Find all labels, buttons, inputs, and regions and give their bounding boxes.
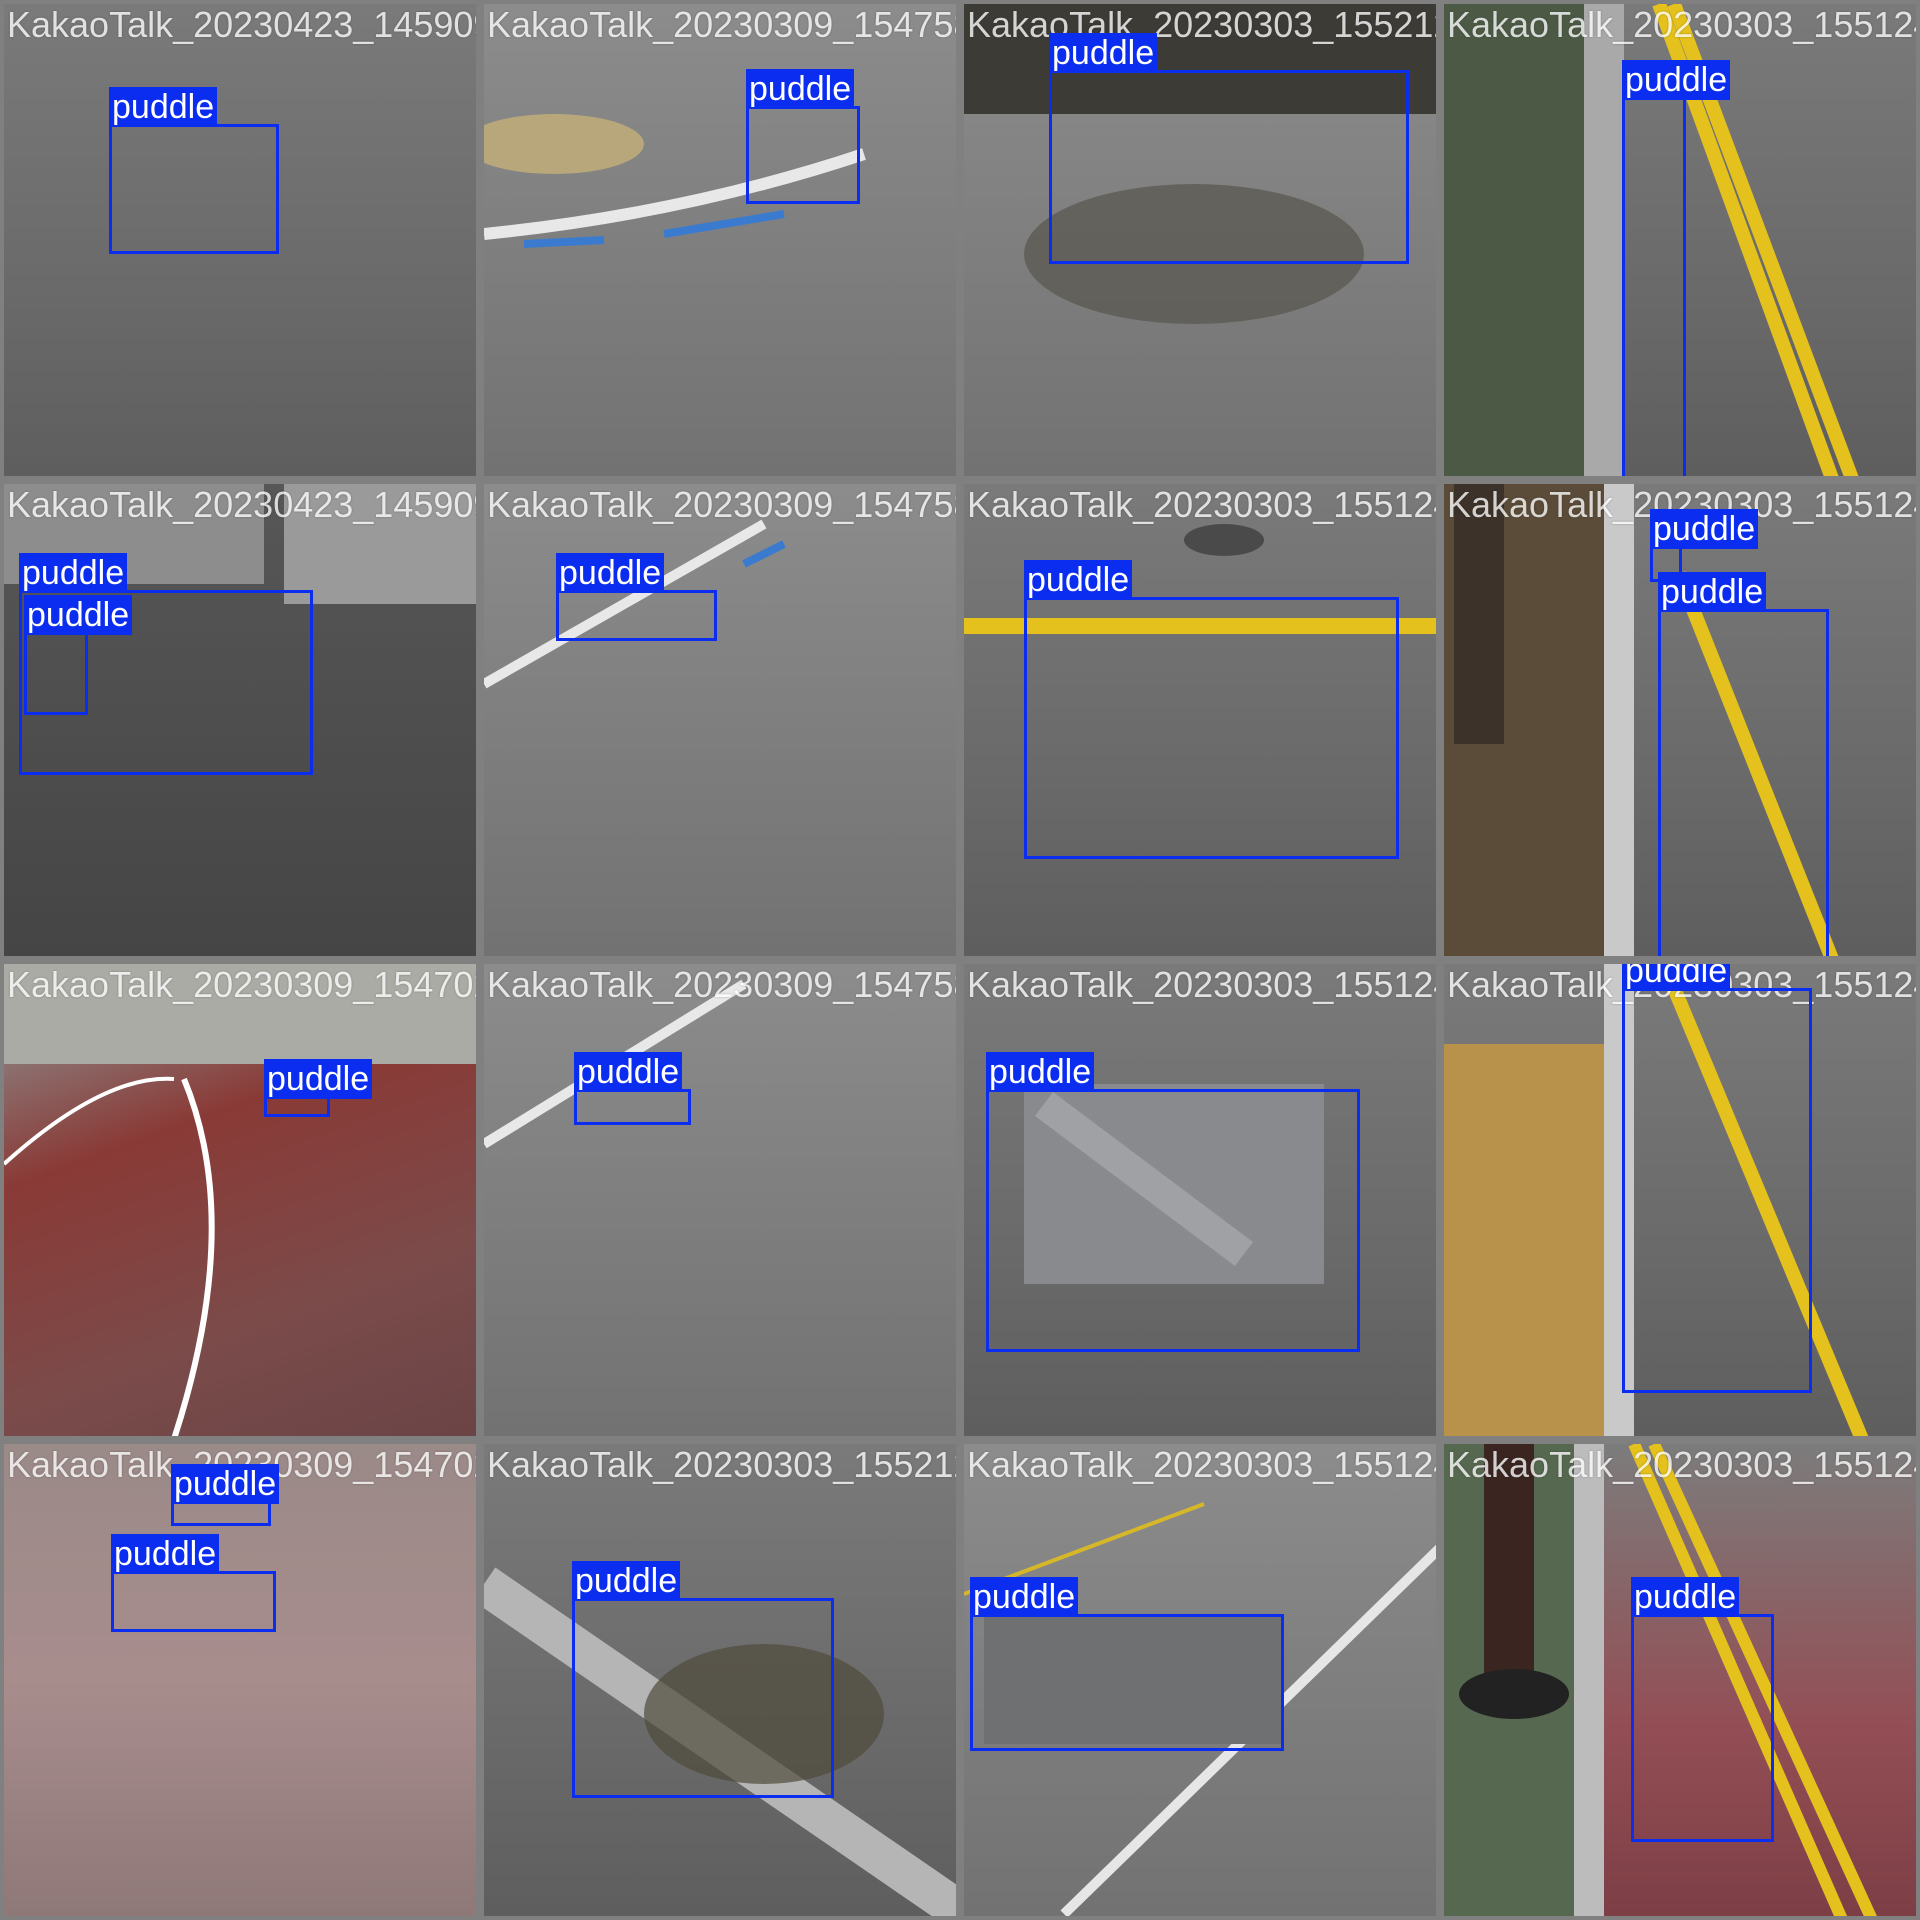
tile-filename: KakaoTalk_20230303_155212159_01.jpg: [487, 1444, 956, 1485]
image-tile: KakaoTalk_20230309_154702_07.jpg puddle …: [0, 1440, 480, 1920]
scene-building-corner: [4, 484, 476, 604]
puddle-bbox: puddle: [1622, 964, 1812, 1393]
bbox-label: puddle: [1650, 509, 1759, 549]
bbox-label: puddle: [109, 87, 218, 127]
puddle-bbox: puddle: [1658, 572, 1829, 956]
bbox-label: puddle: [24, 595, 133, 635]
tile-filename: KakaoTalk_20230303_155124767_01.jpg: [967, 1444, 1436, 1485]
scene-curb-tree: [1444, 484, 1839, 956]
image-tile: KakaoTalk_20230423_145909145_02.jpg pudd…: [0, 0, 480, 480]
puddle-bbox: puddle: [572, 1561, 834, 1798]
scene-curb: [484, 1567, 956, 1916]
bbox-label: puddle: [1622, 60, 1731, 100]
puddle-bbox: puddle: [574, 1052, 691, 1125]
image-tile: KakaoTalk_20230423_145909145_01.jpg pudd…: [0, 480, 480, 960]
puddle-bbox: puddle: [556, 553, 717, 641]
puddle-bbox: puddle: [19, 553, 313, 775]
tile-filename: KakaoTalk_20230309_154758651_04.jpg: [487, 484, 956, 525]
bbox-label: puddle: [171, 1464, 280, 1504]
image-tile: KakaoTalk_20230303_155124767_01.jpg pudd…: [960, 960, 1440, 1440]
tile-photo: [964, 4, 1436, 476]
image-tile: KakaoTalk_20230303_155124767_01.jpg pudd…: [1440, 480, 1920, 960]
image-tile: KakaoTalk_20230309_154702_07.jpg puddle: [0, 960, 480, 1440]
tile-photo: [4, 4, 476, 476]
image-tile: KakaoTalk_20230303_155124767_01.jpg pudd…: [960, 480, 1440, 960]
bbox-label: puddle: [19, 553, 128, 593]
tile-filename: KakaoTalk_20230423_145909145_01.jpg: [7, 484, 476, 525]
tile-filename: KakaoTalk_20230303_155124767_01.jpg: [967, 964, 1436, 1005]
tile-filename: KakaoTalk_20230309_154702_07.jpg: [7, 964, 476, 1005]
tile-photo: [484, 1444, 956, 1916]
tile-photo: [964, 1444, 1436, 1916]
scene-puddle-reflection: [1024, 1084, 1324, 1284]
bbox-label: puddle: [264, 1059, 373, 1099]
image-tile: KakaoTalk_20230303_155212159_01.jpg pudd…: [960, 0, 1440, 480]
bbox-label: puddle: [970, 1577, 1079, 1617]
bbox-label: puddle: [111, 1534, 220, 1574]
tile-filename: KakaoTalk_20230303_155124767_01.jpg: [1447, 4, 1916, 45]
puddle-bbox: puddle: [24, 595, 133, 715]
puddle-bbox: puddle: [264, 1059, 373, 1117]
bbox-label: puddle: [1622, 964, 1731, 991]
image-tile: KakaoTalk_20230303_155212159_01.jpg pudd…: [480, 1440, 960, 1920]
tile-filename: KakaoTalk_20230423_145909145_02.jpg: [7, 4, 476, 45]
bbox-label: puddle: [572, 1561, 681, 1601]
puddle-bbox: puddle: [1049, 33, 1409, 264]
bbox-label: puddle: [1658, 572, 1767, 612]
image-tile: KakaoTalk_20230303_155124767_01.jpg pudd…: [1440, 960, 1920, 1440]
puddle-bbox: puddle: [111, 1534, 276, 1632]
scene-yellow-line: [964, 524, 1436, 634]
tile-photo: [4, 1444, 476, 1916]
puddle-bbox: puddle: [986, 1052, 1360, 1352]
image-tile: KakaoTalk_20230309_154758651_04.jpg pudd…: [480, 0, 960, 480]
tile-photo: [1444, 964, 1916, 1436]
tile-photo: [4, 964, 476, 1436]
image-tile: KakaoTalk_20230303_155124767_01.jpg pudd…: [1440, 1440, 1920, 1920]
tile-filename: KakaoTalk_20230303_155212159_01.jpg: [967, 4, 1436, 45]
puddle-bbox: puddle: [171, 1464, 280, 1526]
image-tile: KakaoTalk_20230303_155124767_01.jpg pudd…: [960, 1440, 1440, 1920]
puddle-bbox: puddle: [1631, 1577, 1774, 1842]
tile-photo: [1444, 1444, 1916, 1916]
puddle-bbox: puddle: [1622, 60, 1731, 476]
bbox-label: puddle: [1024, 560, 1133, 600]
puddle-bbox: puddle: [746, 69, 860, 204]
puddle-bbox: puddle: [109, 87, 279, 254]
tile-filename: KakaoTalk_20230303_155124767_01.jpg: [967, 484, 1436, 525]
scene-road-markings: [484, 979, 747, 1149]
puddle-bbox: puddle: [970, 1577, 1284, 1751]
puddle-bbox: puddle: [1024, 560, 1399, 859]
scene-curb-grass: [1444, 964, 1869, 1436]
bbox-label: puddle: [574, 1052, 683, 1092]
image-tile: KakaoTalk_20230303_155124767_01.jpg pudd…: [1440, 0, 1920, 480]
scene-road-markings: [484, 114, 866, 248]
tile-filename: KakaoTalk_20230309_154758651_04.jpg: [487, 964, 956, 1005]
bbox-label: puddle: [746, 69, 855, 109]
scene-road-markings: [484, 519, 786, 689]
tile-photo: [484, 4, 956, 476]
scene-curb-pole: [1444, 1444, 1877, 1916]
tile-photo: [484, 964, 956, 1436]
image-tile: KakaoTalk_20230309_154758651_04.jpg pudd…: [480, 480, 960, 960]
scene-running-track: [4, 964, 476, 1436]
bbox-label: puddle: [986, 1052, 1095, 1092]
scene-curb: [1444, 4, 1859, 476]
bbox-label: puddle: [1631, 1577, 1740, 1617]
tile-photo: [484, 484, 956, 956]
puddle-bbox: puddle: [1650, 509, 1759, 582]
tile-filename: KakaoTalk_20230309_154758651_04.jpg: [487, 4, 956, 45]
image-tile: KakaoTalk_20230309_154758651_04.jpg pudd…: [480, 960, 960, 1440]
bbox-label: puddle: [1049, 33, 1158, 73]
tile-filename: KakaoTalk_20230303_155124767_01.jpg: [1447, 1444, 1916, 1485]
scene-wet-patch: [964, 4, 1436, 324]
bbox-label: puddle: [556, 553, 665, 593]
